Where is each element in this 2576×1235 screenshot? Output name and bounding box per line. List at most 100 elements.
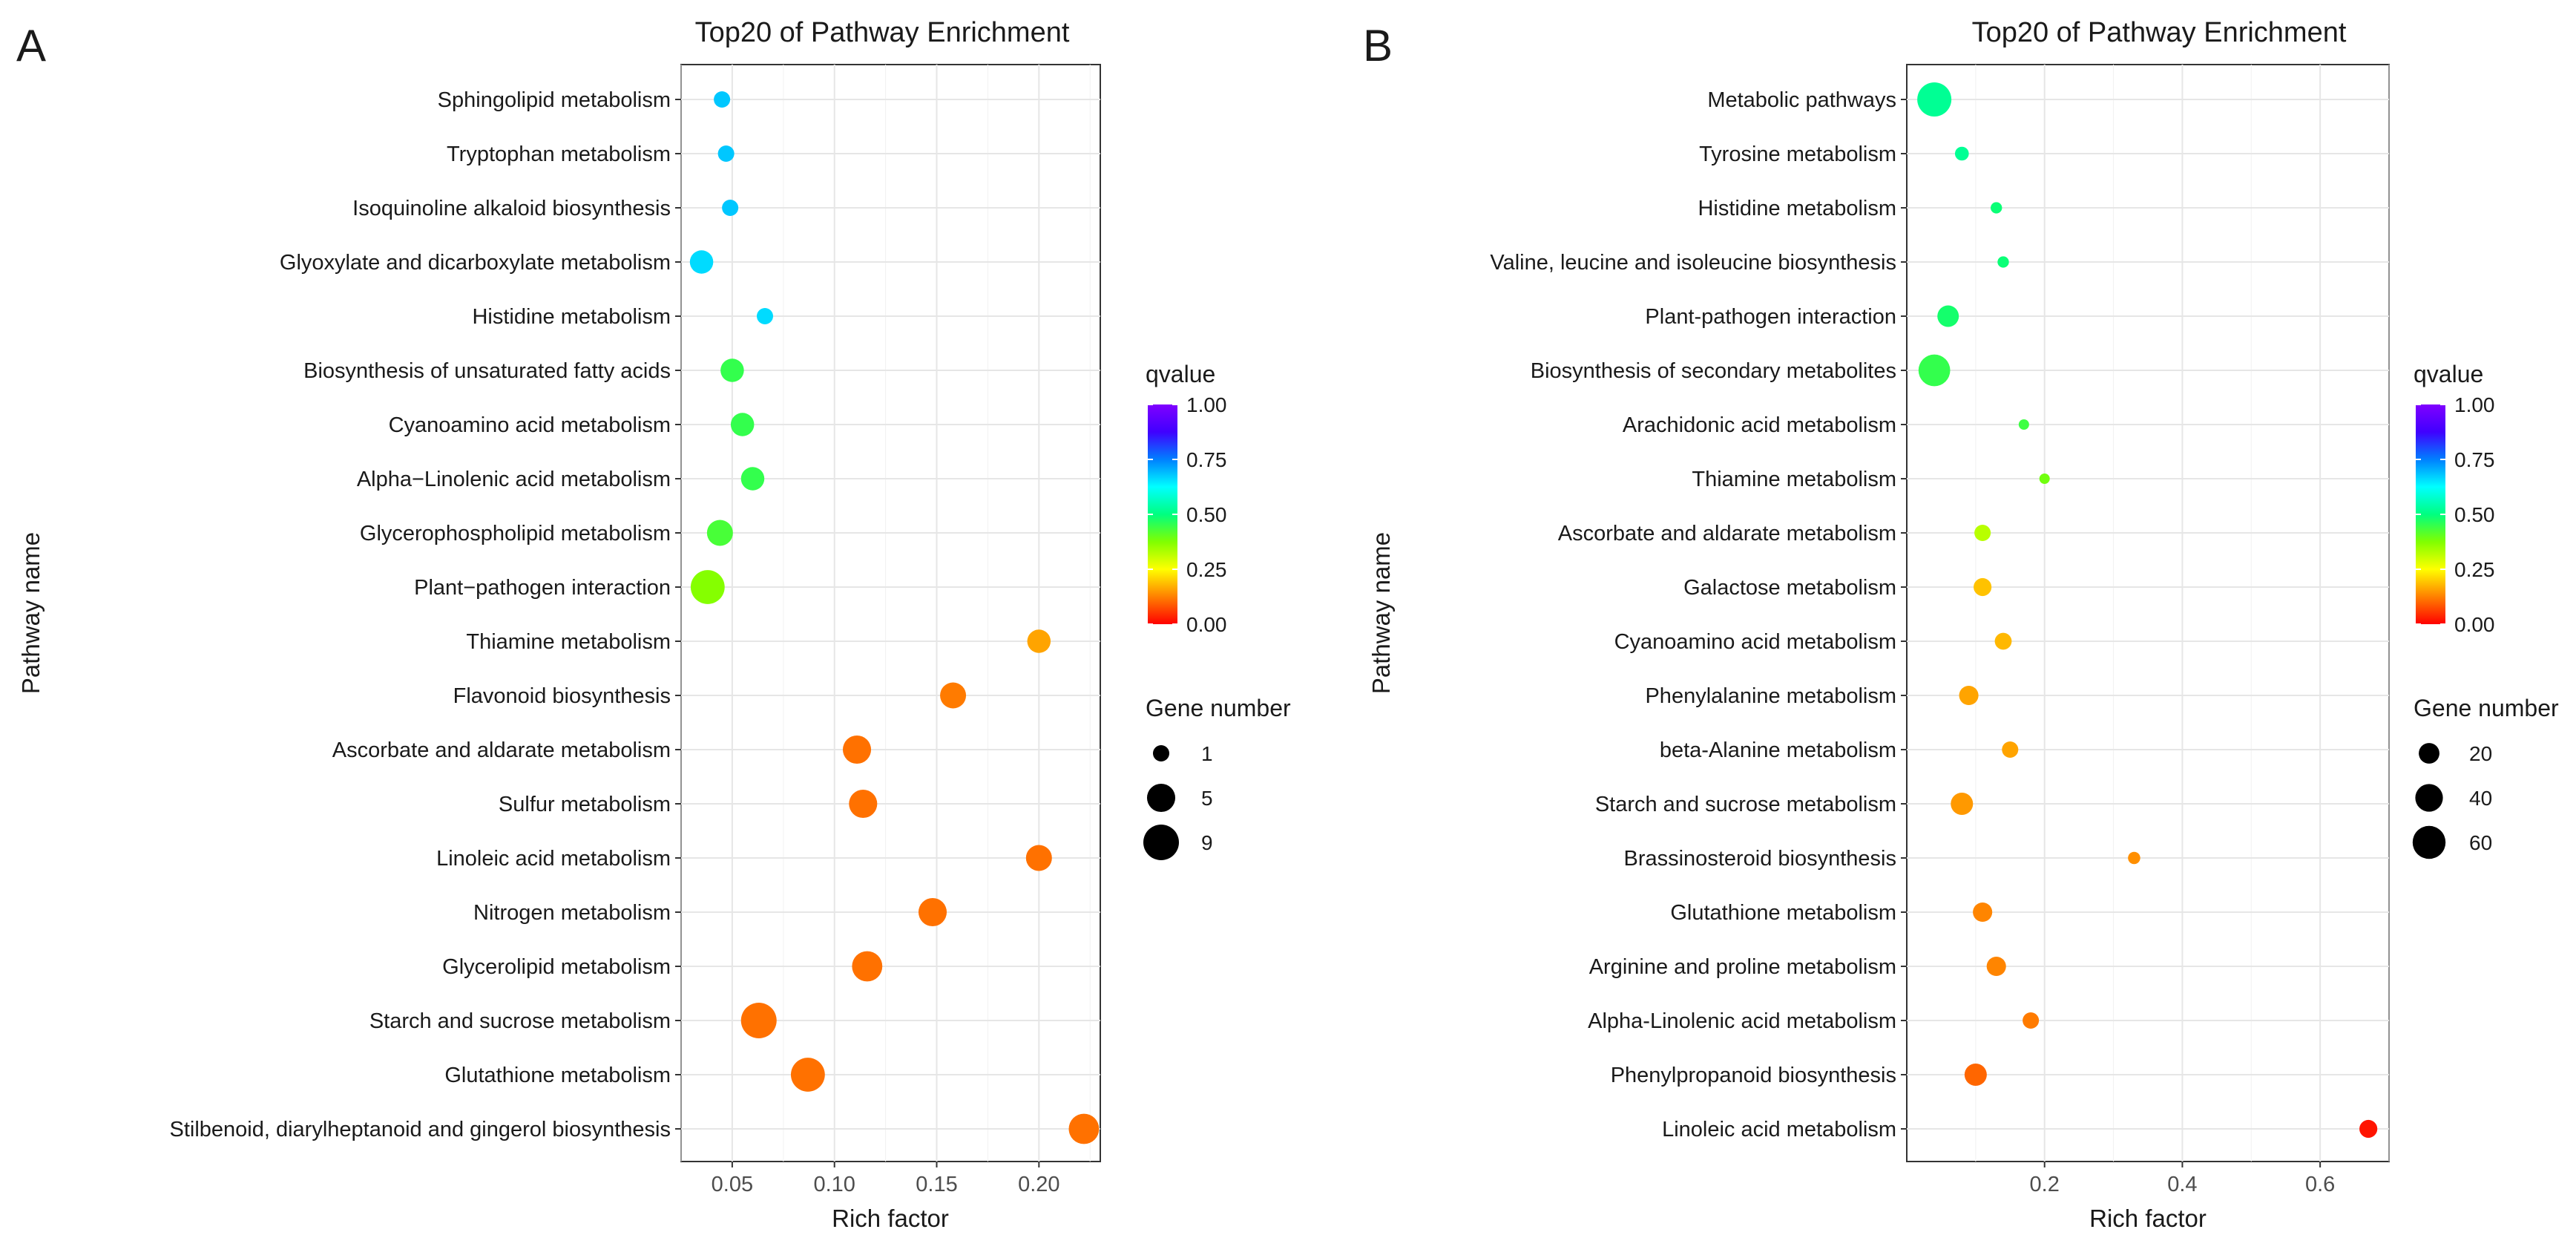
y-tick-label: Histidine metabolism xyxy=(472,305,671,329)
y-tick-label: Cyanoamino acid metabolism xyxy=(389,413,671,437)
y-tick-label: Histidine metabolism xyxy=(1698,197,1896,220)
pathway-dot xyxy=(730,413,755,436)
y-tick-label: Cyanoamino acid metabolism xyxy=(1614,630,1896,654)
pathway-dot xyxy=(1025,845,1052,871)
y-tick-label: Glutathione metabolism xyxy=(444,1064,671,1087)
pathway-dot xyxy=(1991,202,2002,214)
x-tick-label: 0.15 xyxy=(916,1173,957,1196)
size-legend-label: 9 xyxy=(1201,831,1213,854)
pathway-dot xyxy=(2002,741,2019,759)
x-tick-label: 0.20 xyxy=(1018,1173,1059,1196)
size-legend-dot xyxy=(1153,745,1169,761)
x-tick-label: 0.6 xyxy=(2305,1173,2335,1196)
y-tick-label: Galactose metabolism xyxy=(1683,576,1896,600)
y-tick-label: Glyoxylate and dicarboxylate metabolism xyxy=(280,251,671,275)
pathway-dot xyxy=(2128,851,2140,865)
panel-b-size-legend: 20 40 60 xyxy=(2412,742,2492,859)
panel-b-qvalue-legend-title: qvalue xyxy=(2414,361,2483,387)
x-tick-label: 0.10 xyxy=(813,1173,855,1196)
panel-a-y-axis-label: Pathway name xyxy=(17,532,45,694)
y-tick-label: Tyrosine metabolism xyxy=(1699,142,1896,166)
pathway-dot xyxy=(2018,419,2029,430)
colorbar-tick-label: 1.00 xyxy=(2454,393,2495,416)
size-legend-label: 40 xyxy=(2469,787,2492,810)
y-tick-label: Flavonoid biosynthesis xyxy=(453,684,671,708)
x-tick-label: 0.2 xyxy=(2030,1173,2060,1196)
pathway-dot xyxy=(1937,305,1959,327)
panel-b-x-tick-labels: 0.2 0.4 0.6 xyxy=(2030,1162,2335,1196)
colorbar-tick-label: 0.50 xyxy=(2454,503,2495,526)
colorbar-tick-label: 0.75 xyxy=(2454,448,2495,471)
y-tick-label: Thiamine metabolism xyxy=(466,630,671,654)
y-tick-label: Phenylalanine metabolism xyxy=(1645,684,1896,708)
y-tick-label: Valine, leucine and isoleucine biosynthe… xyxy=(1490,251,1896,275)
panel-a-title: Top20 of Pathway Enrichment xyxy=(695,17,1070,48)
panel-b-letter: B xyxy=(1363,21,1393,71)
pathway-dot xyxy=(852,951,883,982)
colorbar-tick-label: 0.00 xyxy=(2454,613,2495,636)
panel-b-y-tick-labels: Metabolic pathways Tyrosine metabolism His… xyxy=(1490,88,1907,1141)
panel-b-title: Top20 of Pathway Enrichment xyxy=(1972,17,2347,48)
size-legend-label: 5 xyxy=(1201,787,1213,810)
panel-b-gridlines xyxy=(1907,65,2390,1162)
panel-a-qvalue-legend-title: qvalue xyxy=(1146,361,1215,387)
y-tick-label: Alpha−Linolenic acid metabolism xyxy=(357,468,671,491)
panel-a: A Top20 of Pathway Enrichment Sphingolip… xyxy=(16,17,1291,1232)
colorbar-tick-label: 0.25 xyxy=(2454,558,2495,581)
size-legend-dot xyxy=(1143,825,1179,860)
size-legend-label: 60 xyxy=(2469,831,2492,854)
y-tick-label: Ascorbate and aldarate metabolism xyxy=(1558,522,1896,546)
pathway-dot xyxy=(1954,146,1969,161)
pathway-dot xyxy=(940,682,967,709)
y-tick-label: Ascorbate and aldarate metabolism xyxy=(332,738,671,762)
pathway-dot xyxy=(2039,474,2050,484)
pathway-dot xyxy=(1068,1113,1100,1144)
pathway-dot xyxy=(690,570,725,604)
pathway-dot xyxy=(1917,82,1952,117)
panel-a-letter: A xyxy=(16,21,46,71)
panel-a-size-legend: 1 5 9 xyxy=(1143,742,1213,860)
y-tick-label: Glycerophospholipid metabolism xyxy=(360,522,671,546)
y-tick-label: Isoquinoline alkaloid biosynthesis xyxy=(352,197,671,220)
panel-a-y-tick-labels: Sphingolipid metabolism Tryptophan metabo… xyxy=(169,88,681,1141)
pathway-dot xyxy=(1027,629,1051,653)
panel-b-plot-area xyxy=(1906,64,2390,1162)
y-tick-label: Plant−pathogen interaction xyxy=(414,576,671,600)
pathway-dot xyxy=(717,145,735,162)
y-tick-label: Stilbenoid, diarylheptanoid and gingerol… xyxy=(169,1118,671,1141)
y-tick-label: Starch and sucrose metabolism xyxy=(369,1009,671,1033)
y-tick-label: Plant-pathogen interaction xyxy=(1645,305,1896,329)
pathway-dot xyxy=(849,789,878,819)
pathway-dot xyxy=(1973,902,1993,923)
size-legend-label: 1 xyxy=(1201,742,1213,765)
pathway-dot xyxy=(689,250,714,274)
y-tick-label: Alpha-Linolenic acid metabolism xyxy=(1588,1009,1896,1033)
panel-b-y-axis-label: Pathway name xyxy=(1367,532,1395,694)
size-legend-dot xyxy=(2415,784,2443,812)
panel-a-gridlines xyxy=(680,65,1100,1162)
y-tick-label: Tryptophan metabolism xyxy=(447,142,671,166)
y-tick-label: Thiamine metabolism xyxy=(1692,468,1896,491)
pathway-dot xyxy=(842,735,872,764)
panel-b-colorbar-ticks: 1.00 0.75 0.50 0.25 0.00 xyxy=(2416,393,2495,636)
size-legend-dot xyxy=(2412,825,2446,859)
pathway-dot xyxy=(706,520,733,546)
y-tick-label: Linoleic acid metabolism xyxy=(1662,1118,1896,1141)
pathway-dot xyxy=(1951,792,1974,816)
y-tick-label: Glutathione metabolism xyxy=(1670,901,1896,925)
pathway-dot xyxy=(720,358,744,382)
colorbar-tick-label: 0.25 xyxy=(1186,558,1227,581)
panel-a-x-tick-labels: 0.05 0.10 0.15 0.20 xyxy=(712,1162,1060,1196)
y-tick-label: Biosynthesis of unsaturated fatty acids xyxy=(303,359,671,383)
panel-a-dots xyxy=(689,91,1100,1144)
pathway-dot xyxy=(1974,577,1992,597)
y-tick-label: beta-Alanine metabolism xyxy=(1660,738,1896,762)
panel-a-x-axis-label: Rich factor xyxy=(832,1205,949,1232)
pathway-dot xyxy=(1964,1063,1987,1087)
panel-b-x-axis-label: Rich factor xyxy=(2089,1205,2207,1232)
colorbar-tick-label: 0.75 xyxy=(1186,448,1227,471)
pathway-dot xyxy=(2359,1119,2378,1139)
y-tick-label: Sphingolipid metabolism xyxy=(438,88,671,112)
pathway-dot xyxy=(1986,956,2006,977)
